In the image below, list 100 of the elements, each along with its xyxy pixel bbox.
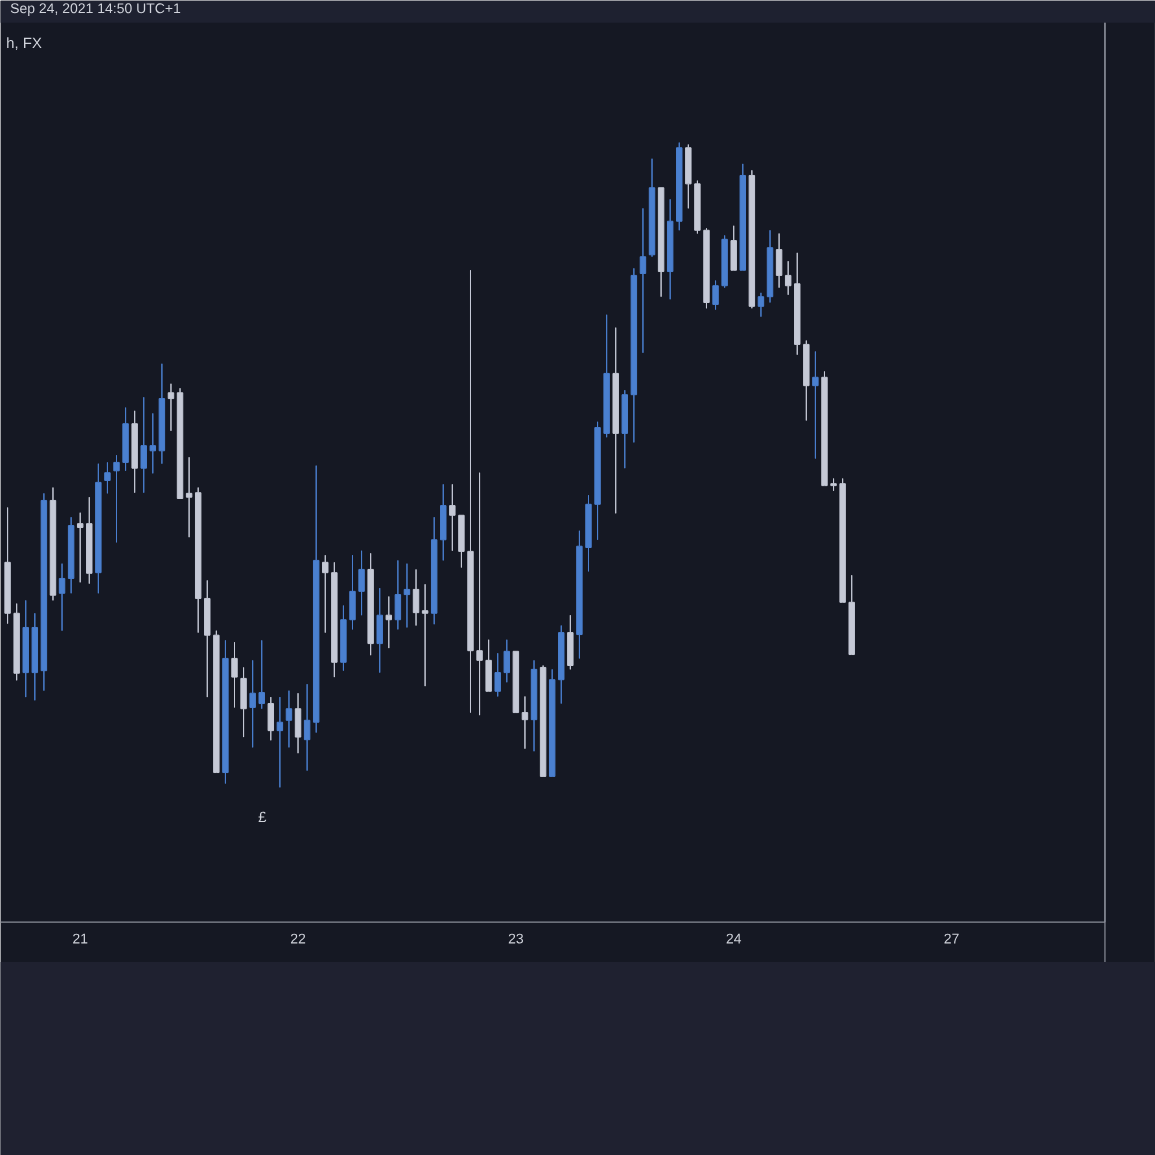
candlestick (158, 363, 166, 465)
x-tick-label: 21 (73, 933, 88, 944)
candlestick (839, 478, 846, 603)
candlestick (730, 225, 737, 271)
candlestick (222, 639, 229, 784)
candlestick (294, 692, 302, 754)
candlestick (775, 233, 783, 289)
candlestick (167, 383, 175, 432)
candlestick (358, 550, 365, 616)
candlestick (585, 494, 592, 572)
candlestick (240, 666, 247, 738)
candlestick (195, 487, 202, 634)
candlestick (512, 650, 520, 714)
x-tick-label: 27 (944, 933, 959, 944)
candlestick (449, 483, 456, 552)
candlestick (667, 198, 674, 300)
candlestick (485, 639, 492, 692)
candlestick (4, 507, 11, 625)
candlestick (785, 260, 792, 296)
candlestick (122, 407, 129, 472)
candlestick (204, 579, 211, 698)
candlestick (830, 478, 837, 492)
candlestick (113, 454, 120, 543)
candlestick (394, 559, 402, 630)
candlestick (766, 229, 774, 303)
candlestick (576, 530, 583, 659)
candlestick (648, 158, 656, 258)
candlestick (612, 327, 619, 514)
candlestick (503, 639, 511, 683)
candlestick (748, 169, 756, 309)
candlestick (630, 267, 638, 443)
chart-title: Sep 24, 2021 14:50 UTC+1 (10, 3, 181, 16)
candlestick (376, 587, 383, 674)
candlestick (231, 641, 238, 708)
candlestick (77, 512, 84, 583)
candlestick (621, 389, 629, 469)
x-tick-label: 24 (726, 933, 742, 944)
candlestick (331, 561, 338, 678)
candlestick (685, 144, 692, 209)
candlestick (40, 492, 48, 692)
candlestick (258, 639, 265, 710)
candlestick (794, 252, 801, 356)
candlestick (13, 603, 20, 681)
candlestick (703, 227, 710, 309)
candlestick (549, 668, 556, 777)
candlestick (712, 280, 719, 311)
candlestick (340, 605, 347, 672)
candlestick (313, 465, 320, 734)
candlestick (467, 269, 474, 714)
candlestick (95, 463, 102, 594)
candlestick (403, 563, 411, 628)
candlestick (567, 614, 574, 670)
candlestick (367, 552, 374, 656)
candlestick (213, 630, 220, 774)
candlestick (458, 514, 465, 568)
candlestick (22, 599, 30, 698)
candlestick (421, 583, 429, 687)
candlestick (721, 234, 728, 289)
candlestick (176, 387, 184, 500)
candlestick (104, 461, 111, 494)
candlestick (149, 412, 157, 474)
candlestick (86, 496, 93, 585)
candlestick (821, 370, 828, 487)
candlestick (521, 695, 529, 750)
candlestick (431, 516, 438, 625)
candlestick (803, 340, 810, 421)
candlestick (285, 690, 293, 748)
candlestick (322, 554, 329, 634)
candlestick (639, 207, 647, 354)
candlestick (530, 659, 538, 752)
candlestick (303, 683, 311, 772)
candlestick (140, 396, 148, 494)
x-tick-label: 22 (291, 933, 306, 944)
candlestick (31, 612, 39, 701)
x-tick-label: 23 (508, 933, 524, 944)
chart-subtitle: h, FX (7, 37, 42, 51)
candlestick (539, 665, 547, 777)
candlestick (185, 456, 193, 538)
text: £ (258, 811, 267, 823)
candlestick (676, 142, 683, 231)
candlestick (58, 563, 66, 632)
candlestick (49, 487, 57, 601)
candlestick (757, 292, 765, 318)
candlestick (812, 351, 819, 460)
candlestick (476, 472, 483, 716)
candlestick (131, 410, 138, 494)
candlestick (385, 596, 393, 649)
candlestick (440, 483, 447, 561)
candlestick (657, 187, 665, 298)
candlestick (739, 163, 747, 271)
candlestick (848, 574, 855, 656)
candlestick (249, 659, 256, 748)
candlestick (276, 696, 284, 788)
candlestick (67, 516, 75, 594)
candlestick (349, 554, 356, 630)
candlestick (558, 625, 565, 705)
candlestick (494, 652, 501, 697)
candlestick (594, 421, 601, 541)
candlestick (694, 180, 701, 234)
candlestick (603, 314, 610, 438)
